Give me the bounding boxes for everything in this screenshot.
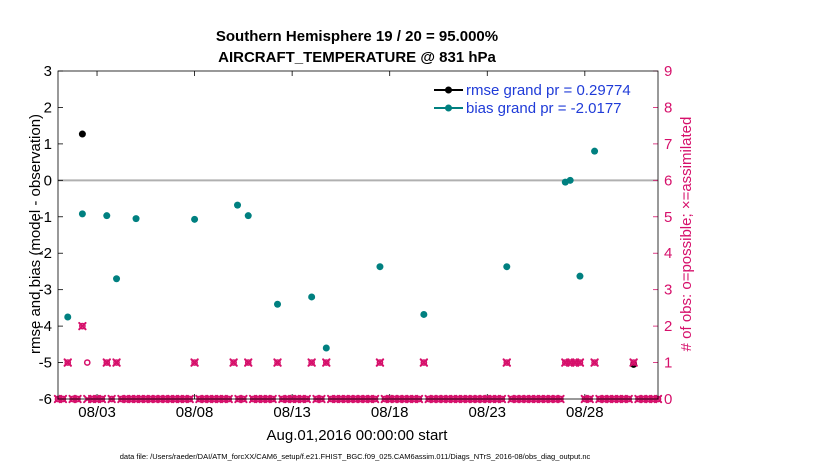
obs-possible-point bbox=[64, 359, 72, 366]
obs-possible-point bbox=[503, 359, 511, 366]
bias-point bbox=[234, 201, 242, 209]
left-tick-label: -3 bbox=[39, 282, 52, 299]
bias-point bbox=[591, 147, 599, 155]
left-tick-label: -1 bbox=[39, 209, 52, 226]
bias-point bbox=[64, 313, 72, 321]
bias-point bbox=[191, 215, 199, 223]
obs-possible-point bbox=[244, 359, 252, 366]
bias-point bbox=[244, 212, 252, 220]
obs-possible-point bbox=[376, 359, 384, 366]
chart-subtitle: AIRCRAFT_TEMPERATURE @ 831 hPa bbox=[218, 49, 496, 66]
rmse-point bbox=[78, 130, 86, 138]
obs-possible-point bbox=[308, 359, 316, 366]
left-tick-label: -5 bbox=[39, 355, 52, 372]
rmse-point bbox=[630, 360, 638, 368]
bias-point bbox=[376, 263, 384, 271]
right-tick-label: 9 bbox=[664, 63, 672, 80]
right-tick-label: 7 bbox=[664, 136, 672, 153]
right-axis-label: # of obs: o=possible; ×=assimilated bbox=[678, 117, 695, 352]
right-tick-label: 1 bbox=[664, 355, 672, 372]
obs-assimilated-point bbox=[375, 358, 385, 367]
obs-possible-point bbox=[230, 359, 237, 366]
right-tick-label: 6 bbox=[664, 172, 672, 189]
left-tick-label: 3 bbox=[44, 63, 52, 80]
obs-possible-point bbox=[274, 359, 281, 366]
left-tick-label: -4 bbox=[39, 318, 52, 335]
bias-point bbox=[103, 212, 111, 220]
right-tick-label: 0 bbox=[664, 391, 672, 408]
x-tick-label: 08/03 bbox=[78, 404, 116, 421]
plot-frame bbox=[57, 70, 659, 400]
obs-possible-point bbox=[322, 359, 330, 366]
legend-marker-bias bbox=[445, 104, 452, 112]
right-axis-ticks: 0 1 2 3 4 5 6 7 8 9 bbox=[653, 63, 672, 408]
legend-marker-rmse bbox=[445, 86, 452, 94]
bias-point bbox=[78, 210, 86, 218]
obs-assimilated-point bbox=[307, 358, 316, 367]
obs-assimilated-point bbox=[190, 358, 199, 367]
obs-possible-point bbox=[576, 359, 584, 366]
left-tick-label: -2 bbox=[39, 245, 52, 262]
obs-possible-point bbox=[103, 359, 111, 366]
bias-point bbox=[420, 310, 428, 318]
obs-possible-point bbox=[113, 359, 120, 366]
x-tick-label: 08/28 bbox=[566, 404, 604, 421]
left-tick-label: -6 bbox=[39, 391, 52, 408]
bias-point bbox=[503, 263, 511, 271]
x-tick-label: 08/13 bbox=[273, 404, 311, 421]
bias-point bbox=[274, 300, 282, 308]
obs-assimilated-point bbox=[590, 358, 599, 367]
obs-possible-point bbox=[591, 359, 598, 366]
obs-assimilated-point bbox=[273, 358, 282, 367]
x-tick-label: 08/08 bbox=[176, 404, 214, 421]
obs-possible-point bbox=[79, 322, 86, 330]
obs-assimilated-point bbox=[629, 358, 638, 367]
x-tick-label: 08/18 bbox=[371, 404, 409, 421]
obs-assimilated-point bbox=[575, 358, 585, 367]
obs-possible-point bbox=[420, 359, 428, 366]
data-marks bbox=[53, 130, 663, 404]
x-axis-ticks: 08/03 08/08 08/13 08/18 08/23 08/28 bbox=[78, 71, 604, 421]
left-tick-label: 1 bbox=[44, 136, 52, 153]
left-tick-label: 0 bbox=[44, 172, 52, 189]
bias-point bbox=[308, 293, 316, 301]
bias-point bbox=[576, 272, 584, 280]
obs-assimilated-point bbox=[63, 358, 72, 367]
left-axis-ticks: -6 -5 -4 -3 -2 -1 0 1 2 3 bbox=[39, 63, 63, 408]
right-tick-label: 5 bbox=[664, 209, 672, 226]
bias-point bbox=[566, 176, 574, 184]
bias-point bbox=[113, 275, 121, 283]
obs-assimilated-point bbox=[78, 321, 87, 331]
bias-point bbox=[132, 215, 140, 223]
obs-assimilated-point bbox=[244, 358, 253, 367]
right-tick-label: 8 bbox=[664, 99, 672, 116]
obs-assimilated-point bbox=[102, 358, 111, 367]
obs-possible-point bbox=[191, 359, 198, 366]
right-tick-label: 3 bbox=[664, 282, 672, 299]
x-tick-label: 08/23 bbox=[468, 404, 506, 421]
legend: rmse grand pr = 0.29774 bias grand pr = … bbox=[434, 82, 631, 117]
legend-label-rmse: rmse grand pr = 0.29774 bbox=[466, 82, 631, 99]
left-axis-label: rmse and bias (model - observation) bbox=[27, 114, 44, 354]
data-file-footnote: data file: /Users/raeder/DAI/ATM_forcXX/… bbox=[120, 452, 591, 461]
obs-assimilated-point bbox=[322, 358, 331, 367]
obs-assimilated-point bbox=[229, 358, 238, 367]
legend-label-bias: bias grand pr = -2.0177 bbox=[466, 100, 622, 117]
bias-point bbox=[322, 344, 330, 352]
right-tick-label: 2 bbox=[664, 318, 672, 335]
x-axis-label: Aug.01,2016 00:00:00 start bbox=[267, 427, 449, 444]
obs-possible-point bbox=[630, 359, 637, 366]
chart-title: Southern Hemisphere 19 / 20 = 95.000% bbox=[216, 28, 498, 45]
right-tick-label: 4 bbox=[664, 245, 672, 262]
obs-assimilated-point bbox=[502, 358, 511, 367]
obs-assimilated-point bbox=[112, 358, 121, 367]
obs-assimilated-point bbox=[419, 358, 429, 367]
left-tick-label: 2 bbox=[44, 99, 52, 116]
obs-possible-point bbox=[83, 359, 91, 366]
